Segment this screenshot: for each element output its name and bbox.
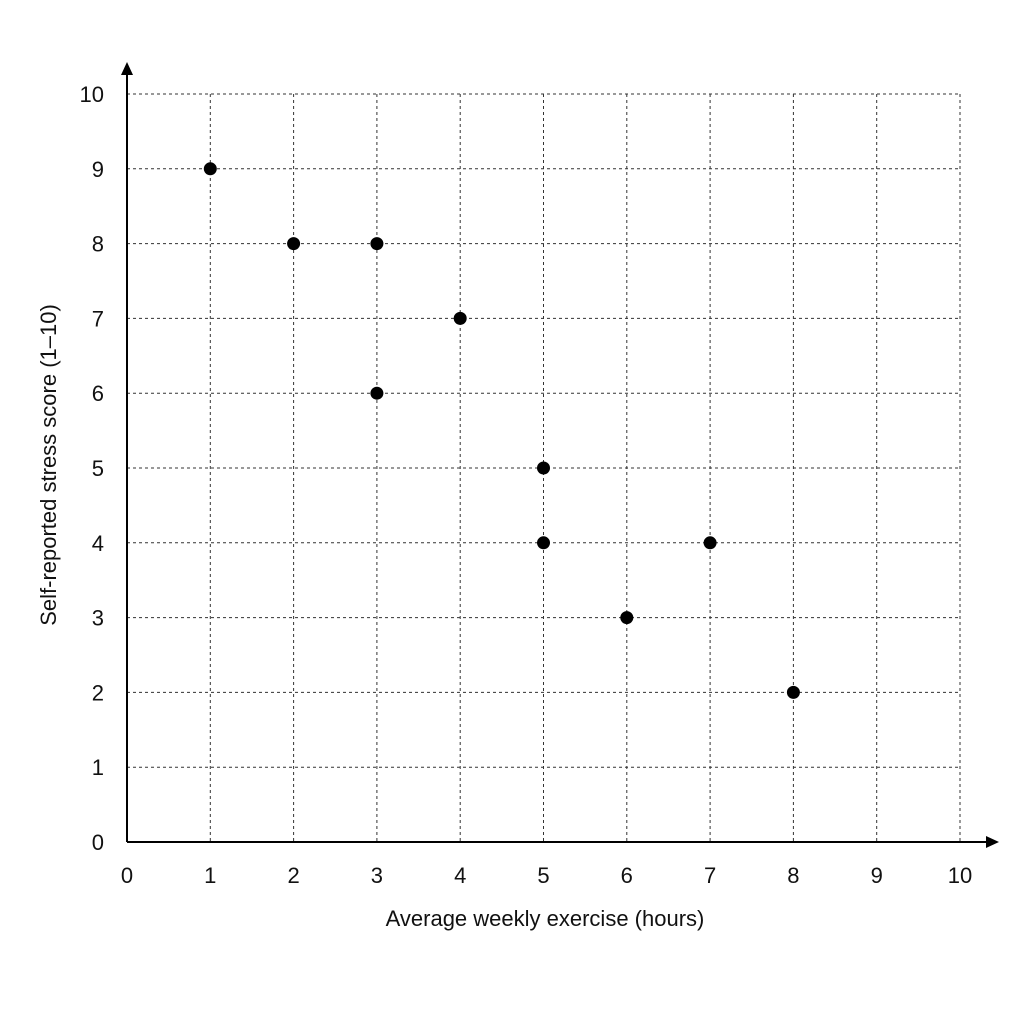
data-point (703, 536, 717, 550)
data-point (786, 685, 800, 699)
data-point (203, 162, 217, 176)
data-point (453, 311, 467, 325)
x-tick-label: 9 (871, 863, 883, 888)
x-tick-label: 0 (121, 863, 133, 888)
x-tick-label: 4 (454, 863, 466, 888)
x-tick-label: 3 (371, 863, 383, 888)
y-tick-label: 7 (92, 306, 104, 331)
data-point (287, 237, 301, 251)
y-tick-label: 9 (92, 157, 104, 182)
y-tick-label: 0 (92, 830, 104, 855)
data-point (537, 536, 550, 550)
x-tick-label: 10 (948, 863, 972, 888)
data-point (370, 386, 384, 400)
x-tick-labels: 0 1 2 3 4 5 6 7 8 9 10 (121, 863, 972, 888)
y-tick-label: 5 (92, 456, 104, 481)
y-tick-label: 10 (80, 82, 104, 107)
x-tick-label: 7 (704, 863, 716, 888)
x-axis-title: Average weekly exercise (hours) (386, 906, 705, 931)
axes (121, 62, 999, 848)
y-tick-label: 4 (92, 531, 104, 556)
x-tick-label: 1 (204, 863, 216, 888)
y-axis-title: Self-reported stress score (1–10) (36, 304, 61, 626)
y-tick-label: 1 (92, 755, 104, 780)
data-point (370, 237, 384, 251)
y-tick-label: 2 (92, 680, 104, 705)
data-point (620, 611, 634, 625)
y-axis-arrow-icon (121, 62, 133, 75)
data-points (203, 162, 800, 699)
x-tick-label: 8 (787, 863, 799, 888)
y-tick-label: 3 (92, 606, 104, 631)
y-tick-label: 8 (92, 232, 104, 257)
x-tick-label: 6 (621, 863, 633, 888)
x-tick-label: 5 (537, 863, 549, 888)
x-tick-label: 2 (287, 863, 299, 888)
y-tick-label: 6 (92, 381, 104, 406)
y-tick-labels: 0 1 2 3 4 5 6 7 8 9 10 (80, 82, 104, 855)
data-point (537, 461, 550, 475)
x-axis-arrow-icon (986, 836, 999, 848)
